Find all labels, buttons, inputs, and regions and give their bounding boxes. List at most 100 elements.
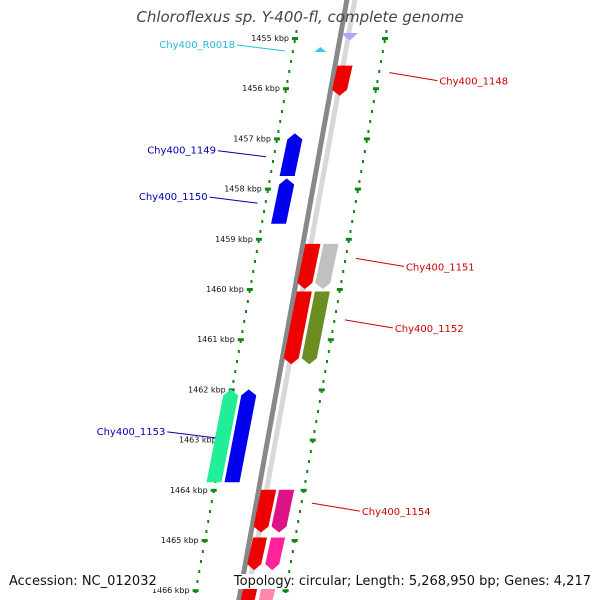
- ruler-dot: [275, 140, 278, 143]
- ruler-label: 1462 kbp: [188, 385, 226, 394]
- ruler-major-tick: [327, 338, 334, 342]
- ruler-dot: [362, 160, 365, 163]
- genome-title: Chloroflexus sp. Y-400-fl, complete geno…: [136, 8, 464, 26]
- ruler-dot: [282, 100, 285, 103]
- gene-label: Chy400_1148: [439, 77, 508, 88]
- ruler-dot: [383, 40, 386, 43]
- ruler-dot: [273, 150, 276, 153]
- ruler-major-tick: [273, 137, 280, 141]
- ruler-major-tick: [192, 589, 199, 593]
- ruler-dot: [237, 350, 240, 353]
- gene-arrow: [271, 178, 295, 224]
- ruler-major-tick: [201, 539, 208, 542]
- ruler-dot: [317, 410, 320, 413]
- ruler-major-tick: [282, 87, 289, 91]
- ruler-dot: [340, 280, 343, 283]
- ruler-dot: [293, 40, 296, 43]
- gene-arrow-accent: [315, 243, 339, 289]
- ruler-major-tick: [210, 488, 217, 492]
- ruler-major-tick: [372, 87, 379, 91]
- ruler-dot: [318, 400, 321, 403]
- ruler-dot: [304, 480, 307, 483]
- gene-label: Chy400_1154: [362, 507, 431, 518]
- ruler-dot: [356, 190, 359, 193]
- ruler-dot: [329, 340, 332, 343]
- gene-leader-line: [167, 431, 216, 439]
- ruler-label: 1457 kbp: [233, 134, 271, 143]
- ruler-dot: [250, 280, 253, 283]
- gene-arrow: [332, 65, 353, 96]
- rna-feature: [314, 47, 327, 53]
- ruler-dot: [324, 370, 327, 373]
- ruler-dot: [205, 530, 208, 533]
- ruler-dot: [281, 110, 284, 113]
- ruler-dot: [246, 300, 249, 303]
- ruler-dot: [263, 210, 266, 213]
- ruler-dot: [363, 150, 366, 153]
- ruler-dot: [239, 340, 242, 343]
- ruler-dot: [313, 430, 316, 433]
- ruler-major-tick: [264, 187, 271, 191]
- gene-leader-line: [217, 150, 267, 158]
- ruler-dot: [369, 120, 372, 123]
- gene-arrow-accent: [206, 389, 239, 483]
- gene-label: Chy400_1151: [406, 262, 475, 273]
- gene-leader-line: [389, 72, 438, 82]
- ruler-label: 1466 kbp: [152, 586, 190, 595]
- ruler-major-tick: [345, 237, 352, 241]
- gene-label: Chy400_1152: [395, 324, 464, 335]
- ruler-dot: [295, 530, 298, 533]
- ruler-dot: [326, 360, 329, 363]
- gene-arrow: [224, 389, 257, 483]
- gene-label: Chy400_1149: [147, 146, 216, 157]
- ruler-dot: [200, 560, 203, 563]
- ruler-dot: [360, 170, 363, 173]
- ruler-dot: [336, 300, 339, 303]
- ruler-dot: [232, 380, 235, 383]
- ruler-dot: [254, 260, 257, 263]
- ruler-major-tick: [354, 187, 361, 191]
- ruler-dot: [385, 30, 388, 33]
- gene-leader-line: [311, 502, 360, 512]
- ruler-dot: [331, 330, 334, 333]
- ruler-label: 1460 kbp: [206, 285, 244, 294]
- ruler-major-tick: [309, 438, 316, 442]
- ruler-dot: [299, 510, 302, 513]
- ruler-dot: [315, 420, 318, 423]
- ruler-major-tick: [228, 388, 235, 392]
- ruler-dot: [268, 180, 271, 183]
- ruler-dot: [381, 50, 384, 53]
- ruler-major-tick: [237, 338, 244, 342]
- ruler-dot: [306, 470, 309, 473]
- ruler-dot: [286, 80, 289, 83]
- ruler-label: 1464 kbp: [170, 486, 208, 495]
- ruler-dot: [367, 130, 370, 133]
- ruler-dot: [374, 90, 377, 93]
- gene-label: Chy400_R0018: [159, 40, 235, 51]
- ruler-major-tick: [336, 288, 343, 291]
- ruler-dot: [376, 80, 379, 83]
- ruler-dot: [320, 390, 323, 393]
- ruler-dot: [243, 320, 246, 323]
- ruler-dot: [300, 500, 303, 503]
- ruler-dot: [295, 30, 298, 33]
- ruler-dot: [255, 250, 258, 253]
- ruler-dot: [358, 180, 361, 183]
- accession-label: Accession: NC_012032: [6, 574, 160, 589]
- ruler-major-tick: [282, 589, 289, 593]
- ruler-major-tick: [382, 37, 388, 40]
- ruler-dot: [284, 90, 287, 93]
- ruler-dot: [354, 200, 357, 203]
- ruler-major-tick: [300, 488, 307, 492]
- ruler-dot: [272, 160, 275, 163]
- ruler-dot: [207, 520, 210, 523]
- ruler-label: 1458 kbp: [224, 185, 262, 194]
- ruler-dot: [266, 190, 269, 193]
- ruler-dot: [248, 290, 251, 293]
- ruler-dot: [371, 110, 374, 113]
- ruler-dot: [351, 220, 354, 223]
- ruler-major-tick: [292, 37, 298, 40]
- ruler-dot: [342, 270, 345, 273]
- ruler-dot: [322, 380, 325, 383]
